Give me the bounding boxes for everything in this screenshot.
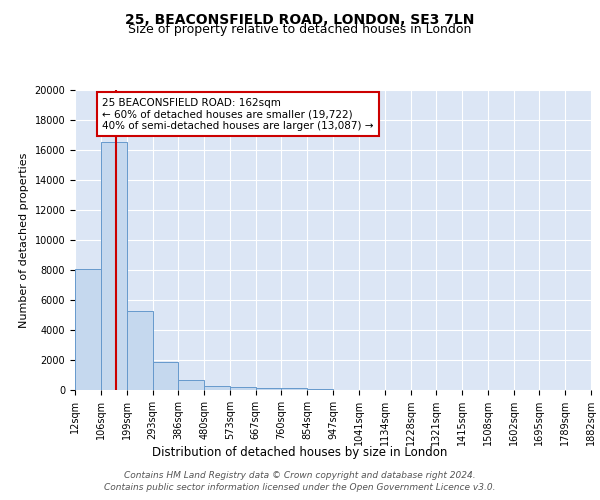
Text: Size of property relative to detached houses in London: Size of property relative to detached ho…: [128, 22, 472, 36]
Bar: [178, 380, 204, 390]
Text: Contains HM Land Registry data © Crown copyright and database right 2024.
Contai: Contains HM Land Registry data © Crown c…: [104, 471, 496, 492]
Bar: [152, 362, 178, 390]
Bar: [75, 268, 101, 390]
Bar: [101, 142, 127, 390]
Bar: [281, 388, 307, 390]
Bar: [307, 388, 333, 390]
Bar: [127, 310, 152, 390]
Text: 25 BEACONSFIELD ROAD: 162sqm
← 60% of detached houses are smaller (19,722)
40% o: 25 BEACONSFIELD ROAD: 162sqm ← 60% of de…: [103, 98, 374, 130]
Bar: [230, 387, 256, 390]
Y-axis label: Number of detached properties: Number of detached properties: [19, 152, 29, 328]
Text: 25, BEACONSFIELD ROAD, LONDON, SE3 7LN: 25, BEACONSFIELD ROAD, LONDON, SE3 7LN: [125, 12, 475, 26]
Bar: [256, 388, 281, 390]
Bar: [204, 386, 230, 390]
Text: Distribution of detached houses by size in London: Distribution of detached houses by size …: [152, 446, 448, 459]
